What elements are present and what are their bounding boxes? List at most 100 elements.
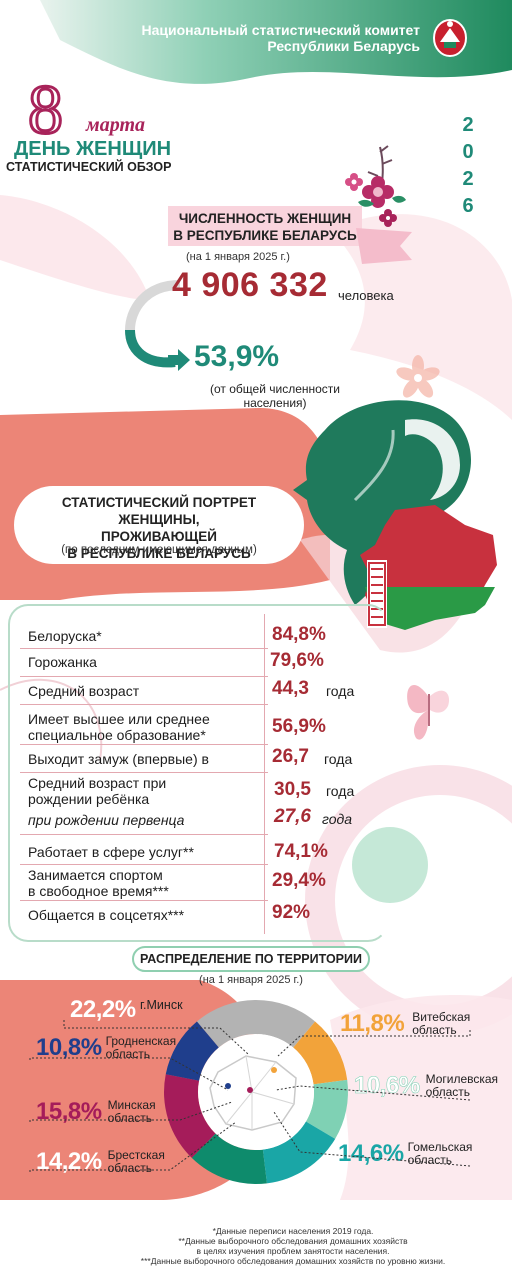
row-divider	[20, 676, 268, 677]
day-month: марта	[86, 114, 145, 136]
row-divider	[20, 900, 268, 901]
table-row-label-line1: Занимается спортом	[28, 867, 163, 883]
donut-slice	[165, 1021, 219, 1081]
population-date-note: (на 1 января 2025 г.)	[186, 251, 290, 263]
population-arc	[125, 280, 181, 368]
portrait-heading: СТАТИСТИЧЕСКИЙ ПОРТРЕТ ЖЕНЩИНЫ, ПРОЖИВАЮ…	[20, 494, 298, 562]
row-divider	[20, 864, 268, 865]
table-row-value: 79,6%	[270, 650, 324, 671]
table-row-label: Горожанка	[28, 654, 97, 670]
region-name-line1: Гродненская	[105, 1034, 177, 1048]
portrait-heading-line2: ПРОЖИВАЮЩЕЙ	[101, 529, 217, 544]
donut-slice	[164, 1074, 216, 1158]
footnote: **Данные выборочного обследования домашн…	[178, 1236, 408, 1246]
table-row-value: 29,4%	[272, 870, 326, 891]
woman-silhouette-illustration	[293, 400, 472, 605]
page-subtitle: СТАТИСТИЧЕСКИЙ ОБЗОР	[6, 160, 172, 174]
table-row-label: Работает в сфере услуг**	[28, 844, 194, 860]
table-row-label-line1: Имеет высшее или среднее	[28, 711, 210, 727]
table-row-value: 92%	[272, 902, 311, 923]
region-name-line2: область	[107, 1161, 152, 1175]
table-row-unit: года	[326, 783, 355, 799]
region-percent: 22,2%	[70, 996, 136, 1023]
table-row-value: 74,1%	[274, 841, 328, 862]
year-digit: 2	[462, 114, 474, 136]
table-row-label: Средний возраст	[28, 683, 140, 699]
leader-lines	[29, 1020, 471, 1172]
donut-slice	[191, 1133, 267, 1184]
region-name-line1: Гомельская	[407, 1140, 473, 1154]
population-share-note-line1: (от общей численности	[210, 382, 340, 396]
table-row-value: 27,6	[274, 806, 311, 827]
region-name-line2: область	[412, 1023, 457, 1037]
region-name: Могилевская область	[426, 1073, 499, 1099]
donut-slice	[196, 1000, 316, 1048]
territory-heading-box	[132, 946, 370, 972]
footnote: в целях изучения проблем занятости насел…	[196, 1246, 390, 1256]
population-share-note: (от общей численности населения)	[200, 382, 350, 410]
table-row-label-line2: рождении ребёнка	[28, 791, 150, 807]
row-divider	[20, 744, 268, 745]
table-row-label: Средний возраст при рождении ребёнка	[28, 775, 166, 807]
day-number: 8	[27, 72, 65, 149]
population-value: 4 906 332	[172, 266, 328, 304]
population-unit: человека	[338, 288, 394, 303]
table-divider-vertical	[264, 614, 265, 934]
page-title: ДЕНЬ ЖЕНЩИН	[14, 138, 172, 160]
table-row-value: 26,7	[272, 746, 309, 767]
table-row-unit: года	[324, 751, 353, 767]
row-divider	[20, 834, 268, 835]
ribbon-tail-icon	[356, 228, 412, 264]
population-heading-line2: В РЕСПУБЛИКЕ БЕЛАРУСЬ	[173, 228, 357, 243]
footnote: *Данные переписи населения 2019 года.	[212, 1226, 374, 1236]
table-row-label: Занимается спортом в свободное время***	[28, 867, 169, 899]
row-divider	[20, 704, 268, 705]
table-row-unit: года	[322, 811, 353, 827]
region-percent: 11,8%	[340, 1010, 405, 1037]
table-row-label: Общается в соцсетях***	[28, 907, 185, 923]
region-percent: 14,6%	[338, 1140, 404, 1167]
region-label-gomel: 14,6% Гомельская область	[338, 1140, 472, 1168]
table-row-label-line1: Средний возраст при	[28, 775, 167, 791]
region-name-line1: Минская	[107, 1098, 156, 1112]
org-emblem-icon	[432, 16, 468, 58]
table-row-label-line2: специальное образование*	[28, 727, 206, 743]
region-name: г.Минск	[140, 998, 183, 1012]
region-name-line1: Могилевская	[425, 1072, 499, 1086]
region-name: Брестская область	[108, 1149, 165, 1175]
territory-donut-chart	[164, 1000, 348, 1184]
portrait-heading-box	[14, 486, 304, 564]
donut-slice	[262, 1121, 336, 1184]
population-heading: ЧИСЛЕННОСТЬ ЖЕНЩИН В РЕСПУБЛИКЕ БЕЛАРУСЬ	[168, 210, 362, 244]
row-divider	[20, 772, 268, 773]
region-name: Минская область	[108, 1099, 156, 1125]
population-heading-line1: ЧИСЛЕННОСТЬ ЖЕНЩИН	[178, 211, 352, 226]
flower-cluster-icon	[345, 145, 406, 227]
org-name-line1: Национальный статистический комитет	[141, 22, 420, 38]
footnotes: *Данные переписи населения 2019 года. **…	[0, 1226, 512, 1266]
region-name-line1: Брестская	[107, 1148, 165, 1162]
region-name-line2: область	[105, 1047, 150, 1061]
portrait-table	[8, 604, 388, 942]
portrait-heading-note: (по последним имеющимся данным)	[61, 544, 257, 556]
table-row-label-line2: в свободное время***	[28, 883, 169, 899]
region-percent: 10,8%	[36, 1034, 102, 1061]
region-label-vitebsk: 11,8% Витебская область	[340, 1010, 470, 1038]
population-heading-ribbon	[168, 206, 362, 246]
year-digit: 6	[462, 195, 474, 217]
table-row-label: Белоруска*	[28, 628, 102, 644]
table-row-label: при рождении первенца	[28, 812, 185, 828]
region-name-line2: область	[425, 1085, 470, 1099]
region-name-line1: Витебская	[412, 1010, 471, 1024]
population-share-note-line2: населения)	[243, 396, 307, 410]
table-row-value: 44,3	[272, 678, 309, 699]
donut-slice	[305, 1079, 348, 1139]
region-name-line2: область	[107, 1111, 152, 1125]
year-vertical: 2 0 2 6	[460, 112, 476, 220]
territory-date-note: (на 1 января 2025 г.)	[199, 974, 303, 986]
year-digit: 0	[462, 141, 474, 163]
region-label-minsk-city: 22,2% г.Минск	[70, 996, 183, 1024]
year-digit: 2	[462, 168, 474, 190]
table-row-value: 56,9%	[272, 716, 326, 737]
donut-slice	[293, 1021, 348, 1085]
